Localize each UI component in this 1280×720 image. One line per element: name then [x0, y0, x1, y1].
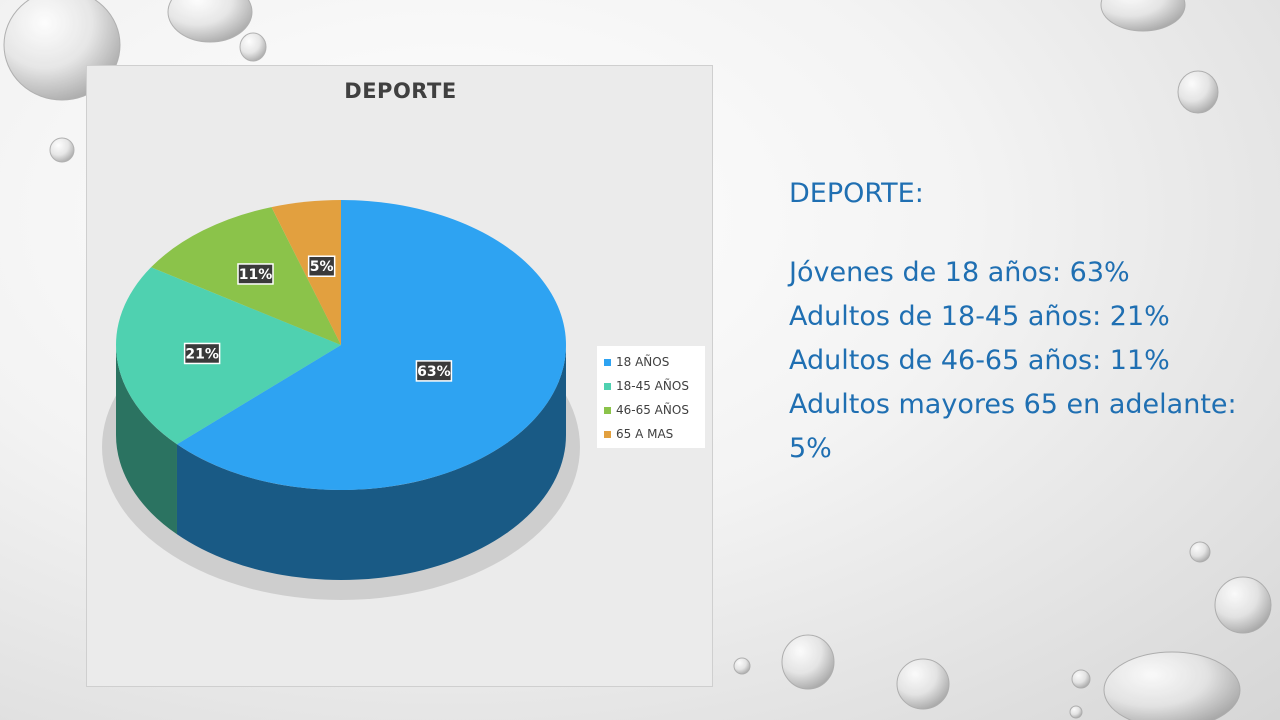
- svg-text:11%: 11%: [239, 267, 273, 283]
- pie-slice: [176, 200, 566, 490]
- legend-item: 46-65 AÑOS: [604, 398, 705, 422]
- summary-line: Adultos mayores 65 en adelante: 5%: [789, 389, 1237, 464]
- summary-line: Adultos de 18-45 años: 21%: [789, 301, 1170, 332]
- pie-data-label: 5%: [307, 255, 336, 277]
- svg-text:63%: 63%: [417, 364, 451, 380]
- pie-data-label: 63%: [415, 360, 453, 382]
- summary-line: Jóvenes de 18 años: 63%: [789, 257, 1130, 288]
- legend-item: 65 A MAS: [604, 422, 705, 446]
- pie-slice-side: [176, 345, 566, 580]
- summary-text: DEPORTE: Jóvenes de 18 años: 63% Adultos…: [789, 172, 1259, 471]
- summary-line: Adultos de 46-65 años: 11%: [789, 345, 1170, 376]
- legend-label: 46-65 AÑOS: [616, 403, 689, 417]
- legend-swatch: [604, 358, 611, 366]
- svg-text:21%: 21%: [185, 346, 219, 362]
- pie-chart: 63% 21% 11% 5%: [102, 200, 580, 600]
- legend-label: 65 A MAS: [616, 427, 674, 441]
- chart-legend: 18 AÑOS 18-45 AÑOS 46-65 AÑOS 65 A MAS: [597, 346, 705, 448]
- legend-swatch: [604, 430, 611, 438]
- legend-item: 18-45 AÑOS: [604, 374, 705, 398]
- chart-title: DEPORTE: [344, 79, 457, 103]
- pie-slice: [115, 267, 341, 445]
- legend-swatch: [604, 382, 611, 390]
- svg-text:5%: 5%: [310, 259, 334, 275]
- pie-slice: [271, 200, 341, 345]
- summary-heading: DEPORTE:: [789, 178, 924, 209]
- legend-label: 18-45 AÑOS: [616, 379, 689, 393]
- pie-slice-side: [116, 345, 177, 535]
- chart-panel: 63% 21% 11% 5% DEPORTE 18 AÑOS 18-45 AÑOS 4…: [86, 65, 713, 687]
- legend-swatch: [604, 406, 611, 414]
- legend-label: 18 AÑOS: [616, 355, 670, 369]
- legend-item: 18 AÑOS: [604, 350, 705, 374]
- pie-data-label: 11%: [237, 263, 274, 285]
- pie-data-label: 21%: [183, 342, 221, 365]
